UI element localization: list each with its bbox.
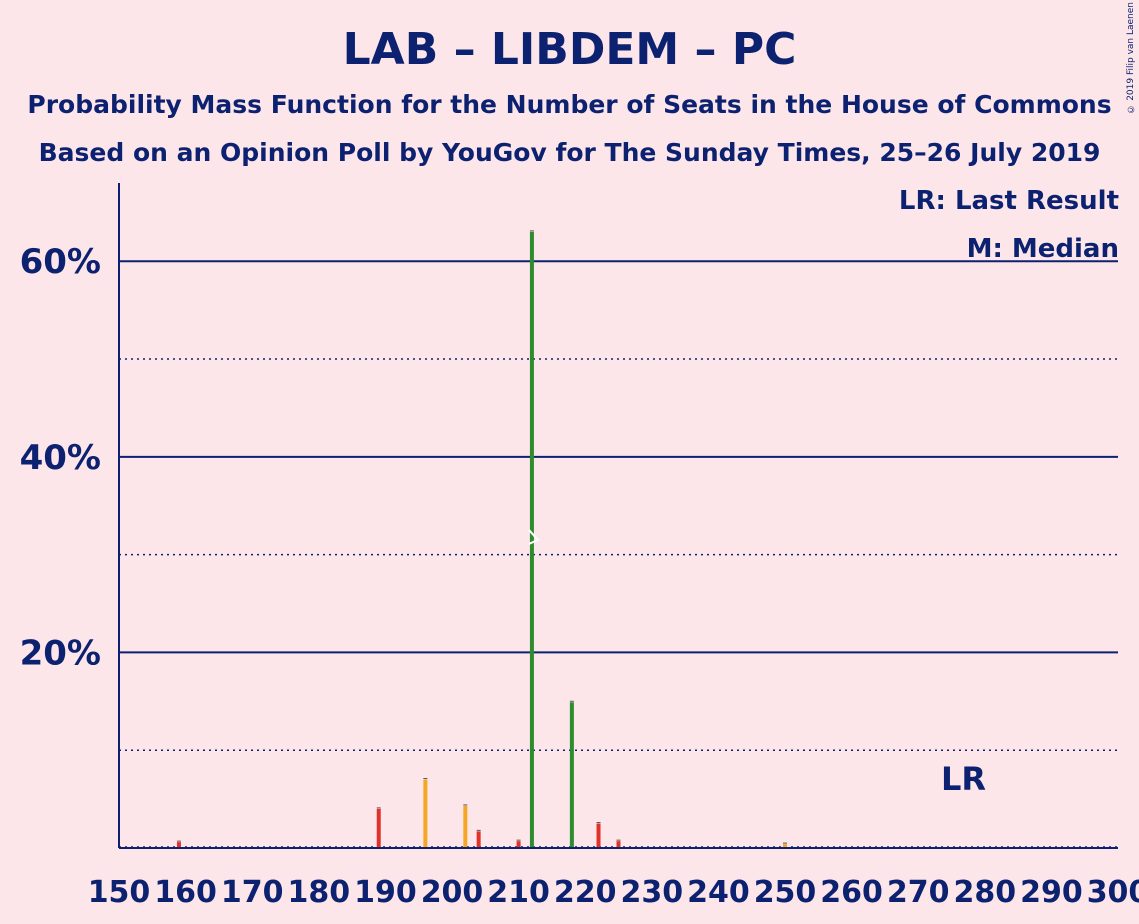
- x-tick-labels: 150 160 170 180 190 200 210 220 230 240 250 260 270 2…: [88, 875, 1139, 910]
- bar-159: [176, 842, 181, 848]
- x-tick-label-240: 240: [687, 875, 750, 910]
- bar-250: [783, 844, 787, 848]
- x-tick-label-250: 250: [754, 875, 817, 910]
- x-tick-label-260: 260: [820, 875, 883, 910]
- bar-218: [569, 702, 574, 848]
- chart-subtitle: Probability Mass Function for the Number…: [27, 90, 1112, 119]
- markers: LR: [528, 529, 986, 798]
- y-tick-label-20: 20%: [20, 633, 101, 673]
- bar-202: [463, 805, 468, 848]
- bar-189: [376, 808, 381, 848]
- median-marker: [528, 529, 540, 545]
- y-tick-label-40: 40%: [20, 438, 101, 478]
- y-tick-labels: 20% 40% 60%: [20, 242, 101, 673]
- bars: [176, 230, 787, 848]
- x-tick-label-180: 180: [287, 875, 350, 910]
- x-tick-label-210: 210: [487, 875, 550, 910]
- x-tick-label-190: 190: [354, 875, 417, 910]
- bar-222: [596, 823, 601, 848]
- axes: [118, 183, 1118, 849]
- legend-last-result: LR: Last Result: [898, 186, 1119, 216]
- x-tick-label-270: 270: [887, 875, 950, 910]
- bar-196: [423, 779, 428, 848]
- x-tick-label-220: 220: [554, 875, 617, 910]
- chart-source: Based on an Opinion Poll by YouGov for T…: [38, 138, 1101, 167]
- bar-210: [516, 841, 521, 848]
- x-tick-label-160: 160: [154, 875, 217, 910]
- bar-204: [476, 831, 481, 848]
- bar-212: [529, 231, 534, 848]
- chart-title: LAB – LIBDEM – PC: [342, 24, 797, 75]
- x-tick-label-300: 300: [1087, 875, 1139, 910]
- last-result-label: LR: [941, 760, 986, 798]
- x-tick-label-290: 290: [1020, 875, 1083, 910]
- x-tick-label-170: 170: [221, 875, 284, 910]
- legend-median: M: Median: [966, 234, 1119, 264]
- x-tick-label-230: 230: [620, 875, 683, 910]
- gridlines: [119, 260, 1118, 848]
- x-tick-label-200: 200: [421, 875, 484, 910]
- y-tick-label-60: 60%: [20, 242, 101, 282]
- x-tick-label-150: 150: [88, 875, 151, 910]
- bar-225: [616, 841, 621, 848]
- x-tick-label-280: 280: [953, 875, 1016, 910]
